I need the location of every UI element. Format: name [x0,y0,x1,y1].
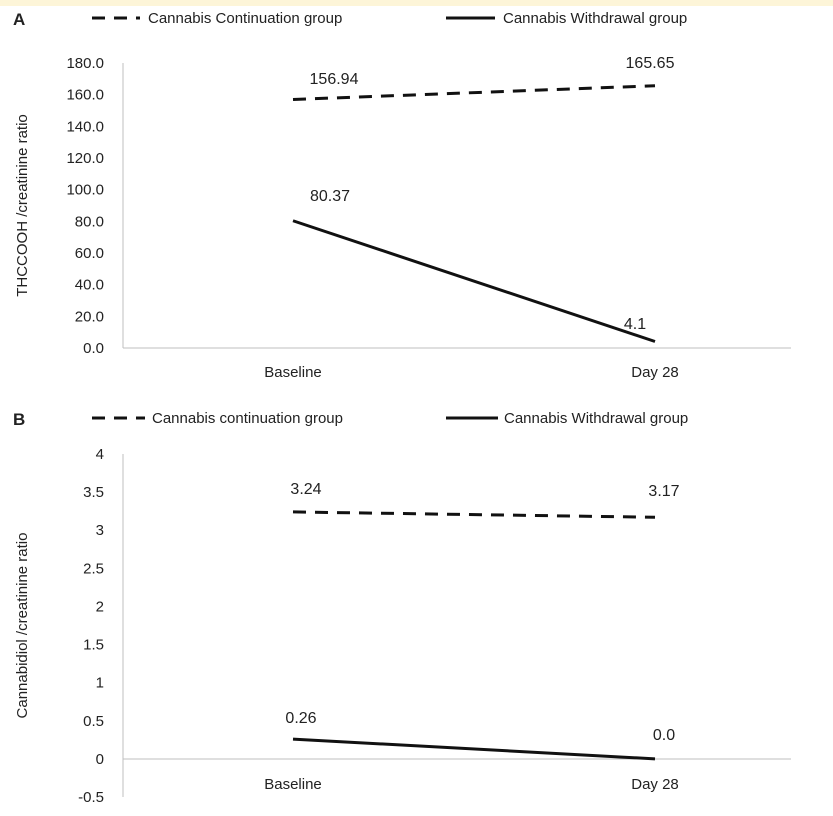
data-label: 4.1 [624,316,646,333]
y-tick-label: 160.0 [66,87,104,104]
y-tick-label: 180.0 [66,55,104,72]
legend-entry: Cannabis Withdrawal group [503,10,687,27]
data-label: 3.24 [290,481,321,498]
legend-entry: Cannabis continuation group [152,410,343,427]
data-label: 0.0 [653,727,675,744]
y-tick-label: 80.0 [75,213,104,230]
x-tick-label: Baseline [264,364,322,381]
y-tick-label: 0.0 [83,340,104,357]
x-tick-label: Day 28 [631,776,679,793]
series-line-withdrawal [292,737,656,761]
legend-entry: Cannabis Continuation group [148,10,342,27]
panel-letter: A [13,10,25,29]
y-tick-label: 40.0 [75,277,104,294]
data-label: 3.17 [648,483,679,500]
series-line-continuation [292,84,656,102]
y-tick-label: 140.0 [66,118,104,135]
y-tick-label: 120.0 [66,150,104,167]
data-label: 80.37 [310,188,350,205]
y-tick-label: 4 [96,446,104,463]
top-band [0,0,833,6]
y-tick-label: 0 [96,751,104,768]
y-tick-label: 2.5 [83,560,104,577]
y-tick-label: 60.0 [75,245,104,262]
y-tick-label: 3.5 [83,484,104,501]
data-label: 156.94 [310,71,359,88]
y-axis-label: Cannabidiol /creatinine ratio [14,533,31,719]
y-tick-label: 1 [96,675,104,692]
legend-entry: Cannabis Withdrawal group [504,410,688,427]
data-label: 165.65 [626,55,675,72]
series-line-continuation [292,510,656,519]
y-tick-label: 2 [96,598,104,615]
y-tick-label: 3 [96,522,104,539]
y-axis-label: THCCOOH /creatinine ratio [14,114,31,297]
y-tick-label: 100.0 [66,182,104,199]
y-tick-label: 0.5 [83,713,104,730]
y-tick-label: -0.5 [78,789,104,806]
x-tick-label: Day 28 [631,364,679,381]
y-tick-label: 20.0 [75,308,104,325]
x-tick-label: Baseline [264,776,322,793]
panel-letter: B [13,410,25,429]
y-tick-label: 1.5 [83,637,104,654]
series-line-withdrawal [292,219,656,343]
data-label: 0.26 [285,710,316,727]
